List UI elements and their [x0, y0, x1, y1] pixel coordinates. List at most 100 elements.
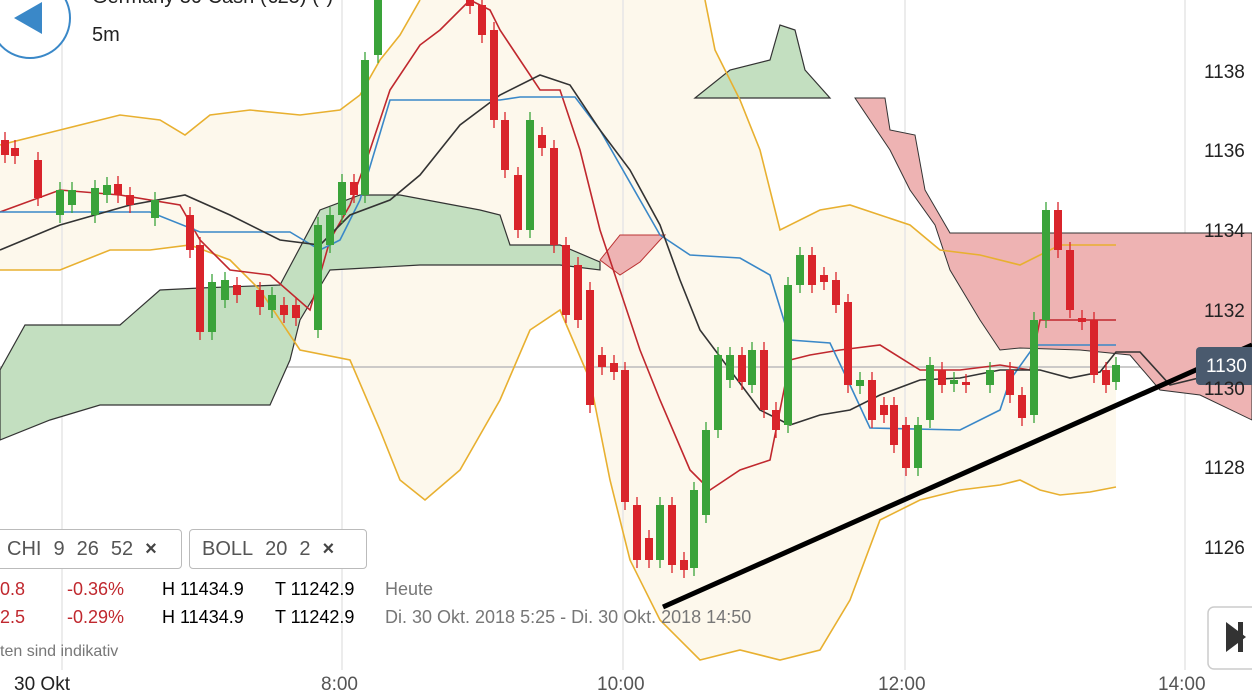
play-icon [1226, 622, 1246, 652]
candle-body [610, 363, 618, 372]
y-label: 1126 [1204, 538, 1245, 559]
candle-body [726, 355, 734, 380]
candle-body [208, 282, 216, 332]
low: T 11242.9 [275, 607, 355, 627]
x-label: 14:00 [1158, 674, 1206, 695]
candle-body [292, 305, 300, 318]
change-percent: -0.29% [67, 607, 125, 627]
candles [1, 0, 1120, 578]
candle-body [902, 425, 910, 468]
candle-body [1090, 320, 1098, 375]
close-icon[interactable]: × [145, 537, 157, 560]
candle-body [490, 30, 498, 120]
candle-body [986, 370, 994, 385]
period: Heute [385, 579, 434, 599]
candle-body [350, 182, 358, 195]
candle-body [926, 365, 934, 420]
candle-body [808, 255, 816, 285]
candle-body [151, 200, 159, 218]
candle-body [268, 295, 276, 310]
indicator-param: 52 [110, 537, 134, 560]
candle-body [820, 275, 828, 282]
indicator-param: 26 [76, 537, 99, 560]
candle-body [374, 0, 382, 55]
candle-body [738, 355, 746, 382]
candle-body [1102, 370, 1110, 385]
candle-body [326, 215, 334, 245]
candle-body [962, 382, 970, 385]
x-label: 10:00 [597, 674, 645, 695]
candle-body [633, 505, 641, 560]
candle-body [361, 60, 369, 195]
candle-body [103, 185, 111, 195]
candle-body [538, 135, 546, 148]
candle-body [550, 148, 558, 245]
indicator-name: CHI [7, 537, 42, 560]
candle-body [680, 560, 688, 570]
candle-body [760, 350, 768, 410]
candle-body [832, 280, 840, 305]
candle-body [1030, 320, 1038, 415]
candle-body [526, 120, 534, 230]
close-icon[interactable]: × [322, 537, 335, 560]
candle-body [748, 350, 756, 385]
play-bar [1238, 622, 1243, 652]
indicator-chip[interactable]: CHI 9 26 52 × [0, 529, 182, 569]
candle-body [280, 305, 288, 315]
candle-body [1112, 365, 1120, 382]
candle-body [466, 0, 474, 6]
change: 2.5 [0, 607, 26, 627]
candle-body [914, 425, 922, 468]
candle-body [950, 380, 958, 384]
candle-body [256, 290, 264, 307]
cloud-green [693, 24, 832, 99]
title: Germany 30 Cash (€25) (*) [92, 0, 333, 9]
candle-body [56, 190, 64, 215]
y-label: 1128 [1204, 458, 1245, 479]
change: 0.8 [0, 579, 26, 599]
candle-body [1, 140, 9, 155]
y-label: 1130 [1204, 379, 1245, 400]
cloud-red [599, 234, 667, 276]
candle-body [338, 182, 346, 215]
x-label: 30 Okt [14, 674, 70, 695]
candle-body [1042, 210, 1050, 320]
candle-body [844, 302, 852, 385]
candle-body [880, 405, 888, 415]
y-label: 1138 [1204, 62, 1245, 83]
x-label: 8:00 [321, 674, 358, 695]
candle-body [1078, 318, 1086, 322]
y-label: 1132 [1204, 301, 1245, 322]
candle-body [11, 148, 19, 156]
candle-body [574, 265, 582, 320]
candle-body [91, 188, 99, 215]
candle-body [233, 285, 241, 295]
bollinger-band [0, 0, 1116, 660]
candle-body [514, 175, 522, 230]
candle-body [501, 120, 509, 170]
indicator-param: 20 [265, 537, 288, 560]
candle-body [702, 430, 710, 515]
candle-body [890, 405, 898, 445]
candle-body [1054, 210, 1062, 250]
candle-body [656, 505, 664, 560]
change-percent: -0.36% [67, 579, 125, 599]
low: T 11242.9 [275, 579, 355, 599]
candle-body [1066, 250, 1074, 310]
candle-body [1018, 395, 1026, 418]
trend-line [661, 342, 1252, 610]
interval: 5m [92, 24, 120, 46]
candle-body [868, 380, 876, 420]
disclaimer: ten sind indikativ [0, 643, 119, 660]
indicator-chip[interactable]: BOLL 20 2 × [189, 529, 367, 569]
candle-body [621, 370, 629, 502]
candle-body [938, 370, 946, 385]
x-label: 12:00 [878, 674, 926, 695]
candle-body [562, 245, 570, 315]
indicator-name: BOLL [202, 537, 254, 560]
candle-body [34, 160, 42, 198]
period: Di. 30 Okt. 2018 5:25 - Di. 30 Okt. 2018… [385, 607, 752, 627]
candle-body [114, 184, 122, 195]
candle-body [586, 290, 594, 405]
